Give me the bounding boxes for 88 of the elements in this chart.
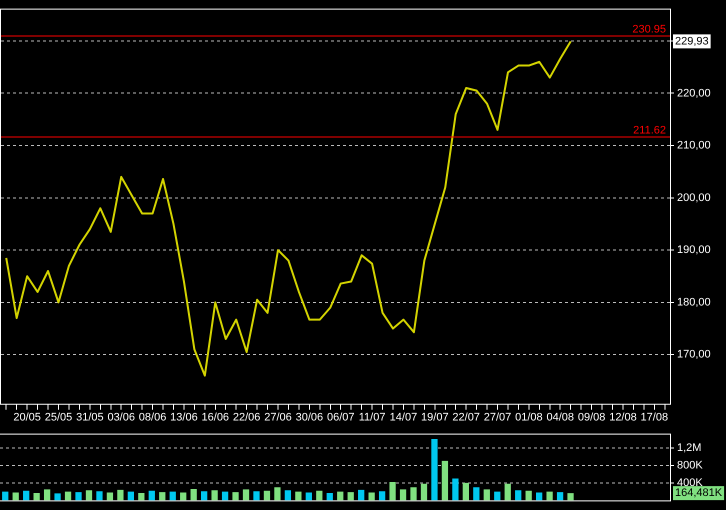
bar	[536, 492, 542, 500]
bar	[159, 492, 166, 500]
bar	[484, 489, 490, 500]
bar	[232, 492, 239, 500]
x-tick-label: 30/06	[296, 411, 324, 424]
x-tick-label: 27/06	[264, 411, 292, 424]
x-tick-label: 01/08	[515, 411, 543, 424]
bar	[368, 492, 375, 500]
y-tick-label: 200,00	[677, 192, 711, 204]
bar	[211, 490, 218, 500]
bar	[201, 491, 208, 500]
bar	[400, 489, 406, 500]
bar	[556, 492, 564, 500]
bar	[44, 489, 50, 500]
y-tick-label: 1,2M	[677, 442, 702, 454]
bar	[316, 490, 322, 500]
bar	[96, 491, 103, 500]
bar	[389, 482, 396, 500]
x-tick-label: 25/05	[44, 411, 72, 424]
x-tick-label: 12/08	[609, 411, 637, 424]
bar	[23, 490, 30, 500]
bar	[326, 492, 333, 500]
bar	[504, 484, 511, 500]
x-tick-label: 27/07	[484, 411, 512, 424]
bar	[378, 491, 386, 500]
bar	[462, 482, 469, 500]
bar	[106, 492, 114, 500]
bar	[86, 490, 92, 500]
y-tick-label: 170,00	[677, 348, 711, 361]
x-tick-label: 09/08	[578, 411, 606, 424]
x-tick-label: 08/06	[138, 411, 166, 424]
bar	[117, 490, 124, 500]
y-tick-label: 180,00	[677, 296, 711, 308]
bar	[410, 487, 417, 500]
bar	[64, 492, 72, 500]
bar	[274, 487, 281, 500]
y-tick-label: 220,00	[677, 87, 711, 100]
x-tick-label: 17/08	[640, 411, 668, 424]
bar	[284, 490, 292, 500]
bar	[526, 490, 532, 500]
y-tick-label: 400K	[677, 476, 704, 489]
bar	[452, 478, 459, 500]
x-tick-label: 31/05	[76, 411, 104, 424]
bar	[148, 490, 155, 500]
y-tick-label: 190,00	[677, 244, 711, 256]
bar	[222, 492, 228, 500]
bar	[295, 492, 302, 500]
bar	[358, 490, 364, 500]
bar	[420, 484, 428, 500]
ref-line-label: 211.62	[633, 124, 666, 137]
bar	[494, 492, 500, 500]
x-tick-label: 13/06	[170, 411, 198, 424]
bar	[567, 493, 574, 500]
x-tick-label: 16/06	[202, 411, 230, 424]
x-tick-label: 04/08	[546, 411, 574, 424]
annotation: 229,93	[675, 35, 709, 48]
bar	[253, 491, 260, 500]
bar	[190, 488, 197, 500]
bar	[264, 490, 270, 500]
y-tick-label: 800K	[677, 459, 704, 472]
bar	[515, 490, 522, 500]
bar	[128, 492, 134, 500]
bar	[75, 492, 82, 500]
x-tick-label: 11/07	[358, 411, 386, 424]
x-tick-label: 14/07	[390, 411, 418, 424]
bar	[34, 492, 40, 500]
text: 164,481K	[675, 487, 723, 500]
x-tick-label: 06/07	[326, 411, 354, 424]
bar	[431, 438, 438, 500]
bar	[546, 492, 553, 500]
bar	[337, 492, 344, 500]
bar	[12, 492, 19, 500]
y-tick-label: 210,00	[677, 140, 711, 152]
bar	[170, 492, 176, 500]
x-tick-label: 19/07	[421, 411, 449, 424]
bar	[180, 492, 186, 500]
x-tick-label: 22/07	[452, 411, 480, 424]
bar	[306, 492, 312, 500]
bar	[473, 487, 480, 500]
x-tick-label: 20/05	[13, 411, 41, 424]
bar	[242, 489, 250, 500]
x-tick-label: 22/06	[232, 411, 260, 424]
bar	[138, 492, 144, 500]
x-tick-label: 03/06	[107, 411, 135, 424]
ref-line-label: 230.95	[632, 24, 666, 36]
bar	[348, 492, 354, 500]
bar	[2, 492, 8, 500]
bar	[442, 460, 448, 500]
